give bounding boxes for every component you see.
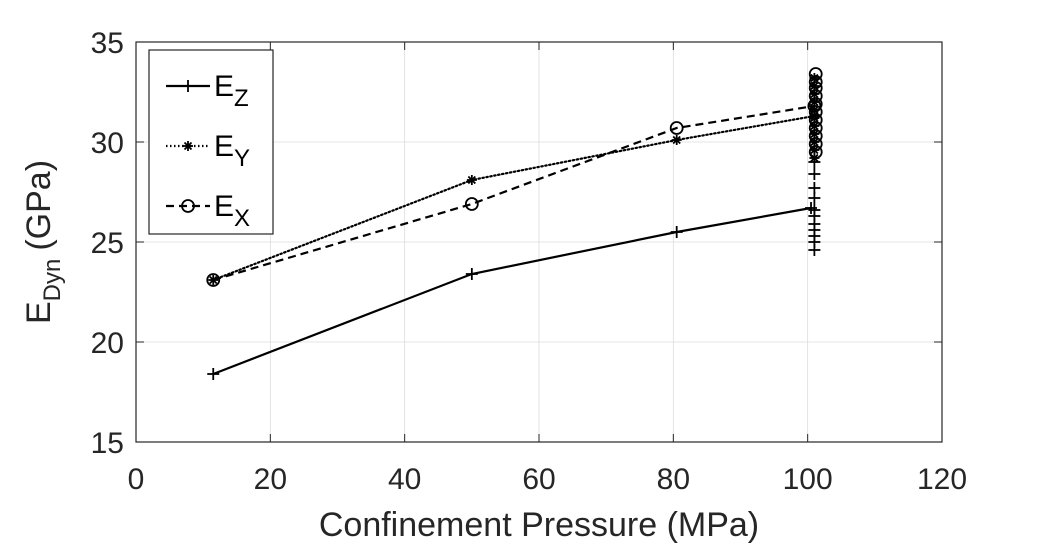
data-point — [808, 121, 823, 135]
data-point — [808, 67, 823, 81]
legend-marker — [183, 141, 193, 151]
y-axis-label-main: E — [20, 301, 58, 324]
x-tick-label: 120 — [917, 463, 967, 496]
data-point — [808, 204, 821, 216]
data-point — [669, 121, 684, 135]
legend-entry-y: EY — [166, 130, 250, 172]
data-point — [207, 368, 220, 380]
legend-marker — [182, 80, 194, 92]
data-point — [465, 268, 478, 280]
data-point — [671, 135, 682, 145]
legend-label: EZ — [214, 70, 249, 112]
data-point — [808, 129, 823, 143]
series-layer — [206, 67, 823, 380]
x-tick-label: 100 — [783, 463, 833, 496]
series-line — [212, 114, 816, 282]
x-tick-label: 0 — [128, 463, 145, 496]
data-point — [808, 105, 823, 119]
series-x — [206, 67, 823, 287]
data-point — [670, 226, 683, 238]
data-point — [808, 89, 823, 103]
x-tick-label: 20 — [254, 463, 287, 496]
legend-entry-x: EX — [166, 190, 250, 232]
y-tick-label: 35 — [91, 27, 124, 60]
data-point — [808, 168, 821, 180]
data-point — [808, 75, 823, 89]
y-axis: 15 20 25 30 35 — [91, 27, 942, 460]
data-point — [206, 273, 221, 287]
y-axis-label: EDyn (GPa) — [20, 160, 66, 324]
legend-label: EX — [214, 190, 250, 232]
y-tick-label: 25 — [91, 227, 124, 260]
x-tick-label: 60 — [522, 463, 555, 496]
y-axis-label-sub: Dyn — [39, 259, 66, 302]
x-axis: 0 20 40 60 80 100 120 — [128, 42, 967, 496]
legend-marker — [181, 199, 195, 213]
data-point — [808, 182, 821, 194]
data-point — [807, 99, 822, 113]
legend-box — [148, 49, 274, 235]
y-tick-label: 20 — [91, 327, 124, 360]
data-point — [808, 137, 823, 151]
data-point — [808, 97, 823, 111]
y-axis-label-unit: (GPa) — [20, 160, 58, 251]
series-line — [212, 206, 812, 376]
x-tick-label: 40 — [388, 463, 421, 496]
y-tick-label: 15 — [91, 427, 124, 460]
data-point — [464, 197, 479, 211]
x-tick-label: 80 — [657, 463, 690, 496]
data-point — [808, 81, 823, 95]
series-z — [207, 156, 821, 380]
x-axis-label: Confinement Pressure (MPa) — [319, 506, 759, 544]
legend-entry-z: EZ — [166, 70, 249, 112]
data-point — [808, 145, 823, 159]
legend: EZ EY EX — [148, 49, 274, 235]
legend-label: EY — [214, 130, 250, 172]
y-tick-label: 30 — [91, 127, 124, 160]
data-point — [808, 113, 823, 127]
data-point — [466, 175, 477, 185]
series-line — [212, 104, 815, 282]
